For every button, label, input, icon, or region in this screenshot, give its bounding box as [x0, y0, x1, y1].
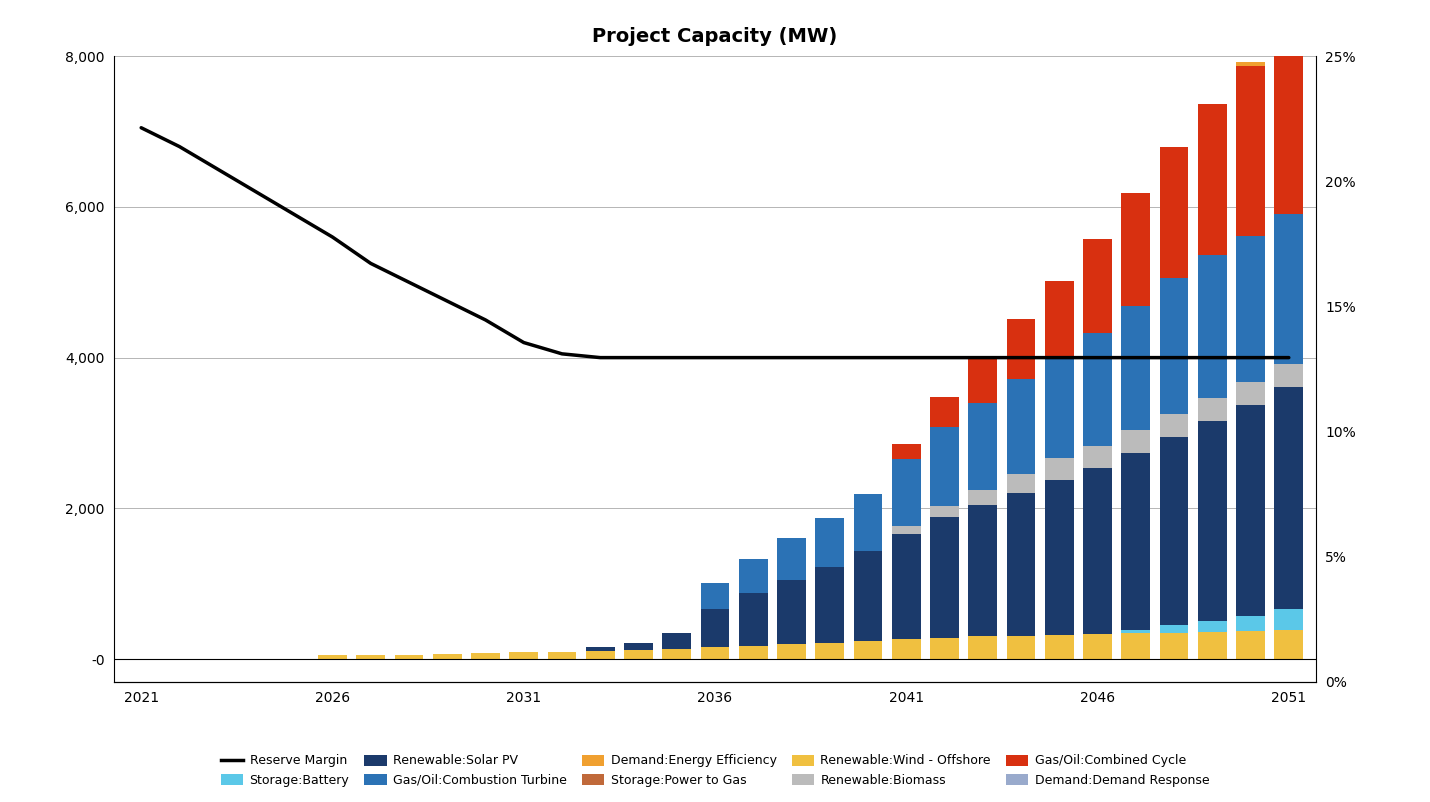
Bar [1007, 492, 1035, 636]
Bar [701, 583, 729, 610]
Bar [892, 534, 921, 639]
Bar [1160, 633, 1188, 659]
Bar [1121, 452, 1150, 630]
Bar [1274, 364, 1303, 387]
Bar [1121, 634, 1150, 659]
Bar [815, 567, 844, 642]
Bar [1160, 147, 1188, 278]
Bar [1045, 480, 1074, 635]
Bar [586, 650, 615, 659]
Bar [1121, 430, 1150, 452]
Bar [662, 649, 691, 659]
Bar [1007, 636, 1035, 659]
Bar [930, 506, 960, 517]
Bar [1007, 474, 1035, 492]
Bar [1274, 387, 1303, 610]
Bar [1198, 399, 1227, 421]
Bar [1274, 610, 1303, 630]
Bar [1083, 333, 1113, 446]
Bar [739, 593, 768, 646]
Bar [1236, 631, 1266, 659]
Bar [1083, 634, 1113, 659]
Bar [1198, 104, 1227, 255]
Bar [776, 644, 807, 659]
Bar [356, 655, 385, 659]
Bar [1236, 405, 1266, 616]
Bar [854, 641, 882, 659]
Bar [1274, 213, 1303, 364]
Bar [892, 444, 921, 459]
Bar [968, 358, 997, 403]
Bar [586, 647, 615, 650]
Bar [1160, 437, 1188, 626]
Bar [1274, 25, 1303, 213]
Bar [433, 654, 462, 659]
Bar [968, 403, 997, 489]
Bar [509, 652, 538, 659]
Bar [1045, 356, 1074, 458]
Bar [930, 427, 960, 506]
Bar [701, 610, 729, 647]
Bar [930, 397, 960, 427]
Bar [1274, 630, 1303, 659]
Title: Project Capacity (MW): Project Capacity (MW) [592, 27, 838, 47]
Bar [892, 639, 921, 659]
Bar [930, 517, 960, 638]
Legend: Reserve Margin, Storage:Battery, Renewable:Solar PV, Gas/Oil:Combustion Turbine,: Reserve Margin, Storage:Battery, Renewab… [216, 750, 1214, 792]
Bar [1198, 632, 1227, 659]
Bar [1198, 255, 1227, 399]
Bar [1045, 458, 1074, 480]
Bar [1236, 616, 1266, 631]
Bar [623, 650, 654, 659]
Bar [1198, 421, 1227, 621]
Bar [1236, 63, 1266, 66]
Bar [815, 518, 844, 567]
Bar [968, 504, 997, 637]
Bar [662, 634, 691, 649]
Bar [548, 651, 576, 659]
Bar [815, 642, 844, 659]
Bar [739, 646, 768, 659]
Bar [1045, 635, 1074, 659]
Bar [930, 638, 960, 659]
Bar [1236, 66, 1266, 236]
Bar [623, 642, 654, 650]
Bar [317, 655, 347, 659]
Bar [776, 538, 807, 580]
Bar [776, 580, 807, 644]
Bar [854, 494, 882, 550]
Bar [892, 526, 921, 534]
Bar [395, 654, 423, 659]
Bar [1007, 319, 1035, 379]
Bar [1198, 621, 1227, 632]
Bar [1160, 414, 1188, 437]
Bar [1121, 630, 1150, 634]
Bar [701, 647, 729, 659]
Bar [1121, 306, 1150, 430]
Bar [1236, 236, 1266, 383]
Bar [1236, 383, 1266, 405]
Bar [1274, 18, 1303, 25]
Bar [1083, 446, 1113, 468]
Bar [854, 550, 882, 641]
Bar [1083, 468, 1113, 634]
Bar [1160, 626, 1188, 633]
Bar [1045, 281, 1074, 356]
Bar [892, 459, 921, 526]
Bar [1160, 278, 1188, 414]
Bar [470, 653, 500, 659]
Bar [1083, 238, 1113, 333]
Bar [968, 637, 997, 659]
Bar [739, 559, 768, 593]
Bar [1121, 192, 1150, 306]
Bar [968, 489, 997, 504]
Bar [1007, 379, 1035, 474]
